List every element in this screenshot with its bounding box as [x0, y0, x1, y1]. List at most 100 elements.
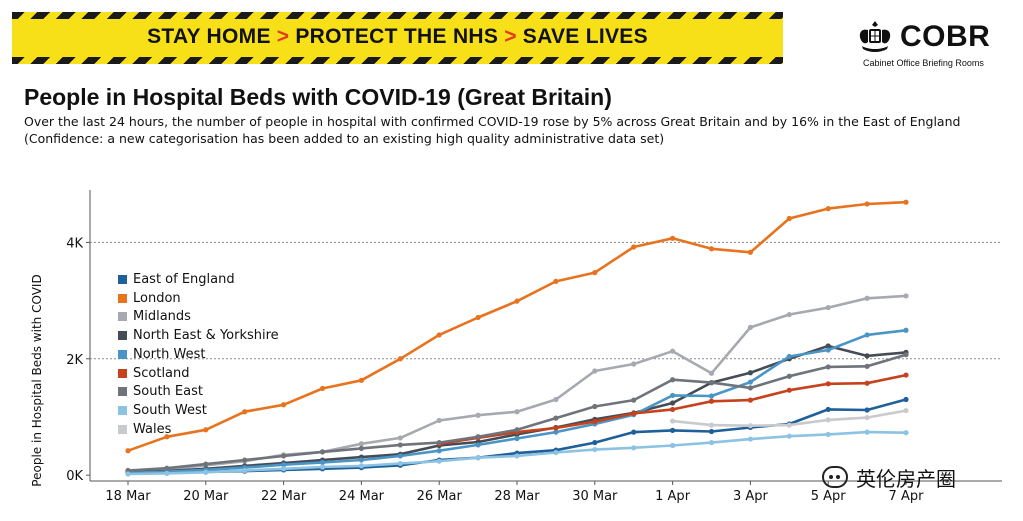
data-point — [864, 380, 870, 386]
data-point — [475, 455, 481, 461]
data-point — [825, 304, 831, 311]
data-point — [864, 407, 870, 413]
data-point — [631, 397, 637, 403]
data-point — [358, 457, 364, 463]
data-point — [708, 393, 715, 399]
data-point — [903, 407, 909, 414]
legend-label: London — [133, 290, 181, 306]
data-point — [397, 460, 403, 467]
x-tick-label: 1 Apr — [655, 489, 691, 504]
data-point — [125, 448, 131, 454]
data-point — [708, 246, 715, 252]
banner-part-protect-nhs: PROTECT THE NHS — [295, 25, 499, 48]
data-point — [670, 442, 676, 449]
legend-swatch — [118, 349, 127, 359]
data-point — [281, 402, 287, 408]
data-point — [708, 422, 715, 428]
data-point — [747, 397, 754, 403]
legend-item: North East & Yorkshire — [118, 326, 279, 345]
banner-text: STAY HOME > PROTECT THE NHS > SAVE LIVES — [12, 25, 783, 49]
data-point — [747, 436, 754, 442]
wechat-icon — [822, 466, 848, 488]
data-point — [903, 293, 909, 299]
data-point — [553, 415, 559, 421]
x-tick-label: 30 Mar — [572, 489, 618, 504]
legend-swatch — [118, 406, 127, 416]
data-point — [747, 249, 754, 255]
subtitle-line-2: (Confidence: a new categorisation has be… — [24, 131, 665, 146]
data-point — [592, 368, 598, 374]
data-point — [592, 270, 598, 276]
data-point — [670, 392, 676, 399]
data-point — [825, 381, 831, 387]
legend-label: South West — [133, 403, 207, 419]
data-point — [358, 441, 364, 447]
data-point — [825, 406, 831, 413]
data-point — [786, 387, 792, 393]
banner-hazard-stripe-top — [12, 12, 783, 19]
data-point — [786, 433, 792, 439]
data-point — [125, 471, 131, 477]
x-tick-label: 5 Apr — [811, 489, 847, 504]
legend-item: Wales — [118, 420, 279, 439]
y-axis-title: People in Hospital Beds with COVID — [30, 274, 44, 486]
data-point — [514, 409, 520, 415]
data-point — [864, 332, 870, 338]
x-tick-label: 20 Mar — [183, 489, 229, 504]
legend-label: East of England — [133, 271, 235, 287]
data-point — [397, 453, 403, 459]
legend-label: Midlands — [133, 309, 191, 325]
data-point — [242, 409, 248, 415]
data-point — [708, 428, 715, 435]
data-point — [670, 348, 676, 354]
data-point — [358, 377, 364, 383]
data-point — [747, 370, 754, 376]
legend-label: Wales — [133, 421, 172, 437]
data-point — [864, 353, 870, 359]
legend-item: London — [118, 289, 279, 308]
data-point — [786, 422, 792, 428]
data-point — [786, 215, 792, 222]
data-point — [747, 385, 754, 391]
legend-swatch — [118, 293, 127, 303]
data-point — [358, 445, 364, 452]
data-point — [553, 429, 559, 435]
data-point — [319, 385, 326, 392]
data-point — [203, 427, 209, 433]
data-point — [786, 353, 792, 360]
data-point — [670, 427, 676, 433]
data-point — [825, 417, 831, 423]
data-point — [631, 445, 637, 451]
data-point — [553, 396, 559, 403]
data-point — [670, 377, 676, 383]
data-point — [436, 439, 442, 446]
data-point — [475, 412, 481, 418]
data-point — [903, 430, 909, 436]
legend-label: Scotland — [133, 365, 190, 381]
x-tick-label: 3 Apr — [733, 489, 769, 504]
data-point — [670, 400, 676, 406]
logo-name: COBR — [900, 20, 991, 53]
data-point — [786, 311, 792, 318]
data-point — [708, 370, 715, 376]
data-point — [864, 429, 870, 435]
banner-separator-icon: > — [504, 25, 517, 48]
data-point — [631, 244, 637, 250]
data-point — [747, 324, 754, 330]
data-point — [747, 379, 754, 385]
data-point — [708, 380, 715, 386]
data-point — [825, 206, 831, 212]
data-point — [475, 314, 481, 321]
x-tick-label: 24 Mar — [339, 489, 385, 504]
data-point — [397, 442, 403, 448]
campaign-banner: STAY HOME > PROTECT THE NHS > SAVE LIVES — [12, 12, 783, 64]
subtitle-line-1: Over the last 24 hours, the number of pe… — [24, 114, 961, 129]
watermark: 英伦房产圈 — [822, 462, 1002, 492]
data-point — [553, 278, 559, 284]
data-point — [670, 235, 676, 241]
data-point — [631, 429, 637, 435]
legend-swatch — [118, 312, 127, 322]
data-point — [903, 199, 909, 205]
data-point — [592, 419, 598, 425]
